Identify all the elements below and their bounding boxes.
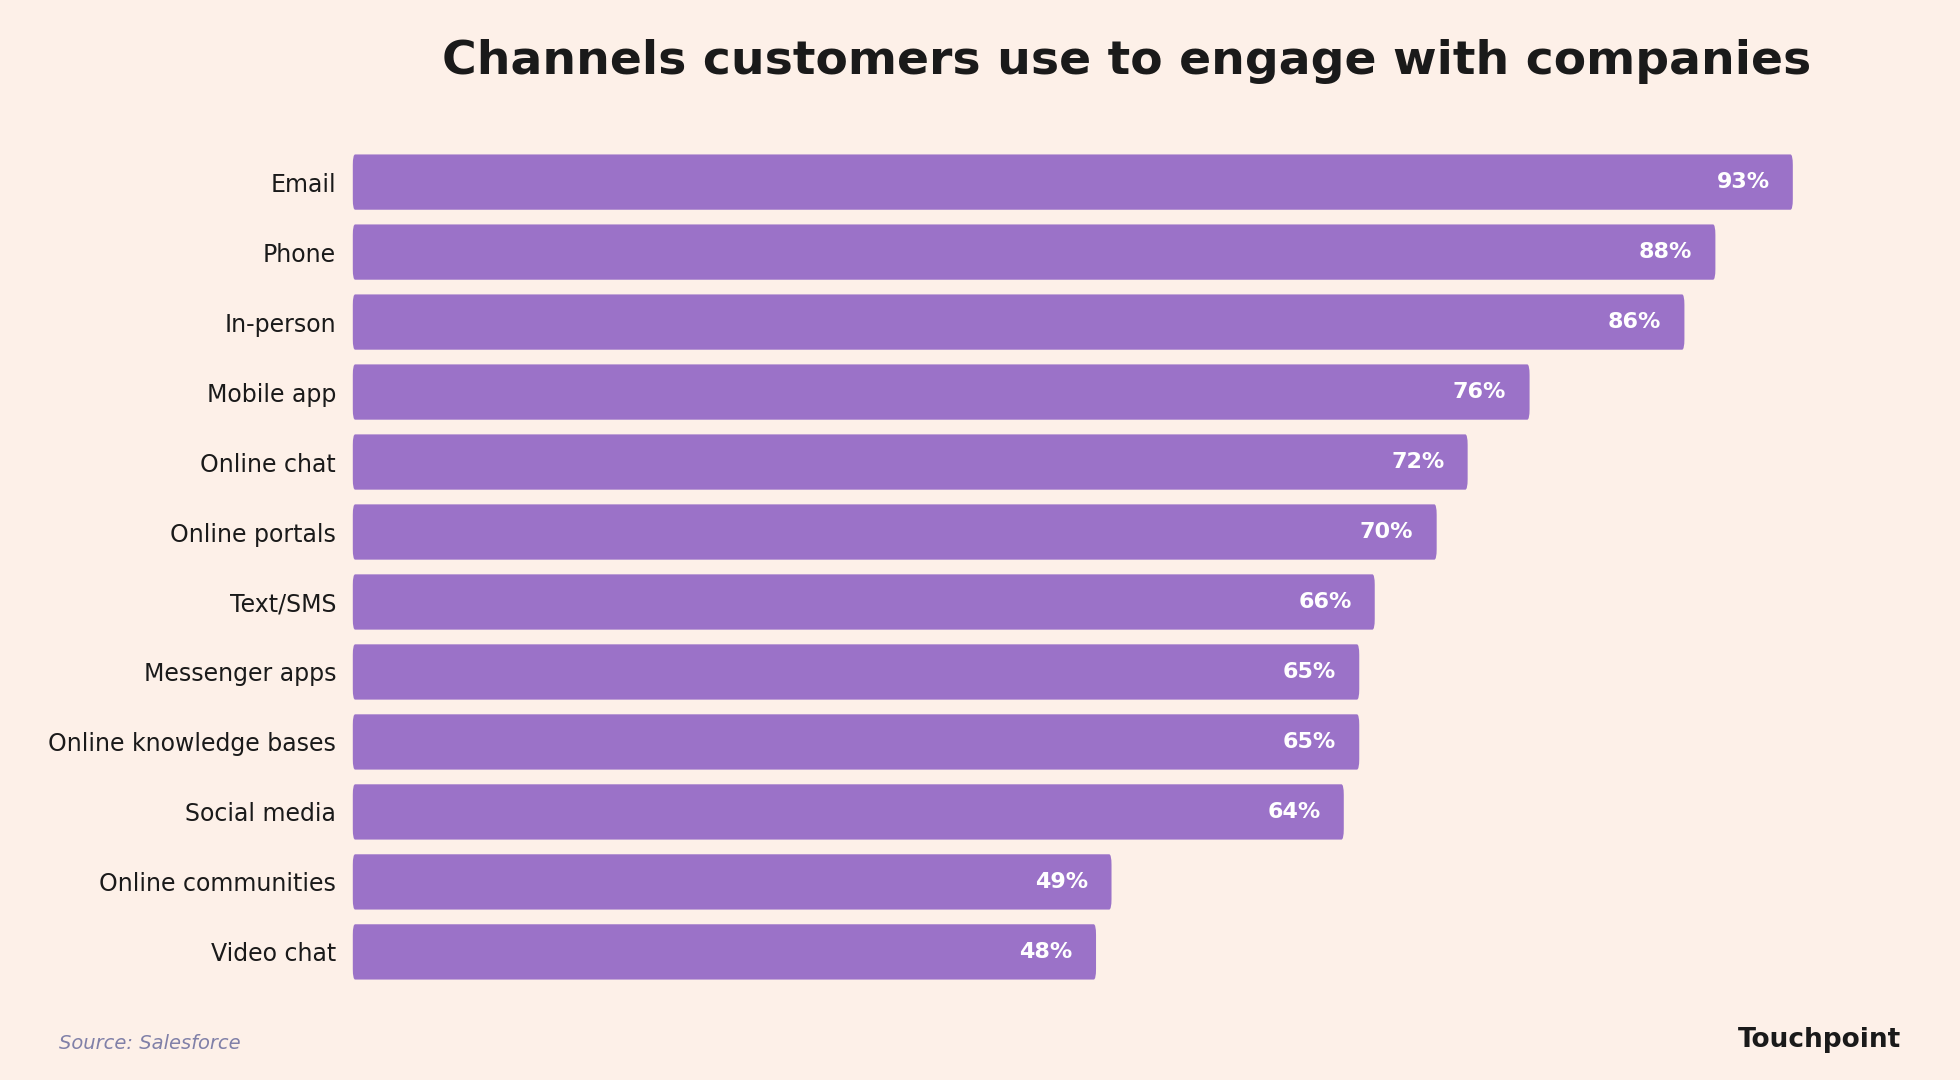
Text: 65%: 65% [1282, 732, 1337, 752]
FancyBboxPatch shape [353, 645, 1360, 700]
Text: 93%: 93% [1717, 172, 1770, 192]
FancyBboxPatch shape [353, 154, 1793, 210]
Text: 48%: 48% [1019, 942, 1072, 962]
Text: 70%: 70% [1360, 522, 1413, 542]
Text: 66%: 66% [1298, 592, 1352, 612]
FancyBboxPatch shape [353, 924, 1096, 980]
Text: Touchpoint: Touchpoint [1739, 1027, 1901, 1053]
Title: Channels customers use to engage with companies: Channels customers use to engage with co… [443, 39, 1811, 84]
Text: 72%: 72% [1392, 453, 1445, 472]
Text: 86%: 86% [1607, 312, 1662, 332]
FancyBboxPatch shape [353, 714, 1360, 770]
Text: 49%: 49% [1035, 872, 1088, 892]
FancyBboxPatch shape [353, 434, 1468, 489]
FancyBboxPatch shape [353, 225, 1715, 280]
FancyBboxPatch shape [353, 575, 1374, 630]
Text: 64%: 64% [1268, 802, 1321, 822]
FancyBboxPatch shape [353, 504, 1437, 559]
FancyBboxPatch shape [353, 295, 1684, 350]
FancyBboxPatch shape [353, 364, 1529, 420]
Text: 88%: 88% [1639, 242, 1691, 262]
FancyBboxPatch shape [353, 854, 1111, 909]
Text: 65%: 65% [1282, 662, 1337, 681]
Text: Source: Salesforce: Source: Salesforce [59, 1034, 241, 1053]
FancyBboxPatch shape [353, 784, 1345, 839]
Text: 76%: 76% [1452, 382, 1507, 402]
